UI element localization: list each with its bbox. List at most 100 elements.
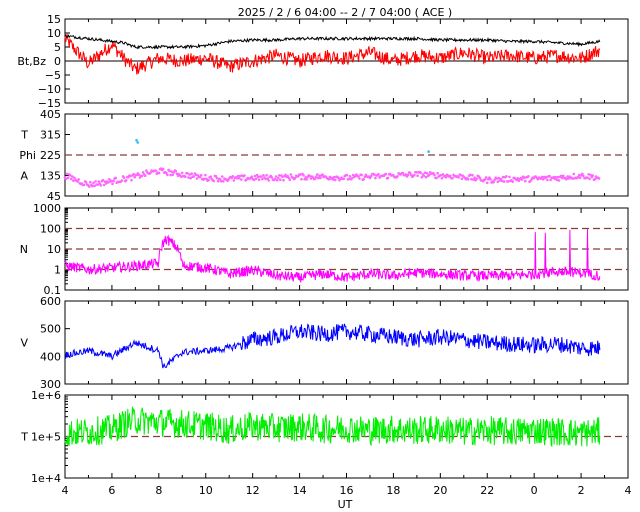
x-tick-label: 0 (531, 484, 538, 497)
x-tick-label: 20 (433, 484, 447, 497)
phi-point (496, 180, 500, 183)
speed-ylabel: V (20, 337, 28, 350)
phi-point (492, 180, 495, 184)
angle-ylabel-theta: T (20, 129, 28, 142)
bfield-ytick-label: −10 (38, 83, 61, 96)
phi-point (473, 176, 476, 179)
phi-point (422, 174, 426, 177)
phi-point (502, 180, 506, 183)
phi-point (546, 178, 549, 182)
phi-point (362, 178, 366, 181)
speed-series-line (64, 323, 601, 369)
phi-point (416, 174, 419, 177)
phi-point (64, 177, 68, 180)
phi-point (293, 176, 297, 180)
phi-point (232, 179, 236, 182)
phi-point (408, 171, 412, 175)
phi-point (567, 177, 570, 180)
phi-point (495, 177, 499, 180)
density-series-line (64, 229, 601, 283)
phi-point (94, 180, 97, 183)
phi-point (212, 179, 216, 183)
phi-point (557, 179, 561, 182)
phi-point (260, 175, 263, 178)
x-tick-label: 14 (293, 484, 307, 497)
phi-point (440, 177, 444, 180)
phi-point (345, 173, 349, 177)
phi-point (129, 174, 132, 178)
phi-point (195, 177, 199, 180)
phi-point (227, 178, 230, 181)
temp-ytick-label: 1e+4 (31, 472, 61, 485)
phi-point (555, 178, 559, 182)
phi-point (166, 173, 169, 177)
phi-point (541, 178, 545, 181)
bfield-ylabel: Bt,Bz (17, 55, 46, 68)
phi-point (111, 182, 114, 186)
phi-point (545, 175, 548, 179)
phi-point (240, 178, 243, 181)
x-tick-label: 8 (155, 484, 162, 497)
phi-point (204, 173, 207, 177)
phi-point (593, 177, 597, 181)
phi-point (358, 177, 361, 180)
angle-ytick-label: 405 (40, 108, 61, 121)
x-tick-label: 16 (340, 484, 354, 497)
angle-ylabel-a: A (20, 170, 28, 183)
phi-point (192, 175, 196, 178)
phi-point (77, 178, 80, 181)
phi-point (93, 184, 96, 188)
phi-point (404, 173, 408, 176)
phi-point (373, 173, 376, 176)
phi-point (522, 176, 526, 179)
phi-point (172, 171, 175, 174)
phi-point (524, 179, 527, 183)
phi-point (180, 171, 184, 175)
phi-point (102, 183, 106, 187)
bt-series-line (64, 34, 601, 50)
x-tick-label: 22 (480, 484, 494, 497)
phi-point (252, 178, 256, 182)
phi-point (459, 173, 463, 177)
phi-point (267, 179, 271, 182)
phi-point (511, 180, 514, 183)
phi-point (562, 174, 565, 178)
phi-point (347, 177, 351, 181)
phi-point (120, 179, 124, 182)
phi-point (231, 175, 235, 178)
x-tick-label: 18 (386, 484, 400, 497)
x-axis-label: UT (338, 498, 353, 511)
phi-point (132, 172, 135, 176)
phi-point (505, 175, 508, 178)
phi-point (401, 171, 405, 175)
phi-point (460, 177, 464, 181)
phi-point (97, 180, 101, 183)
phi-point (243, 174, 246, 177)
bz-series-line (64, 33, 601, 75)
x-tick-label: 2 (578, 484, 585, 497)
phi-point (174, 169, 178, 173)
phi-point (114, 176, 117, 180)
phi-point (489, 177, 492, 181)
phi-point (589, 173, 592, 177)
speed-ytick-label: 500 (40, 323, 61, 336)
chart-panels: 151050−5−10−15Bt,Bz40531522513545TPhiA10… (17, 13, 629, 485)
phi-point (554, 175, 558, 179)
phi-point (342, 177, 346, 181)
speed-ytick-label: 300 (40, 378, 61, 391)
phi-point (256, 175, 260, 179)
phi-point (516, 177, 520, 180)
bfield-ytick-label: 10 (47, 27, 61, 40)
phi-point (278, 174, 281, 177)
phi-point (420, 176, 424, 179)
phi-point (377, 172, 380, 176)
phi-point (319, 176, 322, 180)
phi-point (194, 173, 198, 176)
phi-point (484, 176, 488, 179)
bfield-ytick-label: 0 (54, 55, 61, 68)
phi-point (597, 177, 601, 180)
phi-point (327, 178, 331, 181)
phi-point (107, 181, 110, 184)
phi-point (425, 172, 429, 175)
phi-point (587, 173, 590, 176)
